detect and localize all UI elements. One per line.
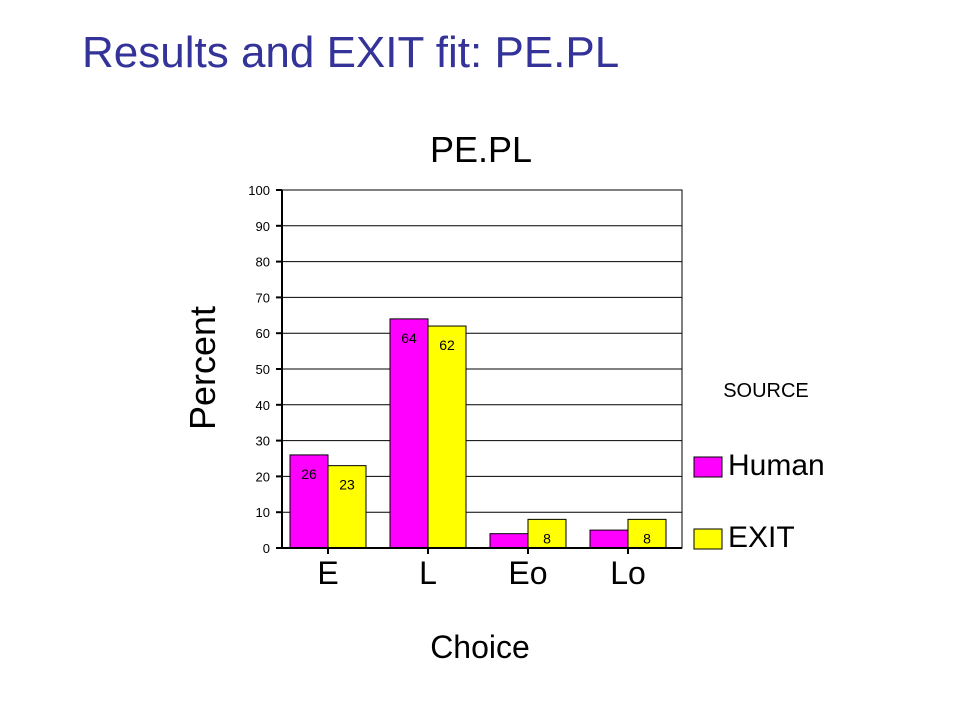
y-tick-label: 30: [256, 434, 270, 449]
y-tick-label: 70: [256, 290, 270, 305]
bar-exit-l: [427, 325, 467, 549]
legend: SOURCE Human EXIT: [693, 380, 825, 554]
legend-swatch-exit: [693, 528, 723, 550]
x-tick-label: Eo: [508, 555, 547, 591]
x-tick-label: Lo: [610, 555, 646, 591]
y-tick-label: 60: [256, 326, 270, 341]
data-label: 64: [401, 330, 417, 346]
data-label: 8: [643, 530, 651, 546]
y-tick-label: 90: [256, 219, 270, 234]
x-tick-label: L: [419, 555, 437, 591]
x-tick-label: E: [317, 555, 338, 591]
chart-title: PE.PL: [430, 129, 532, 170]
y-axis-label: Percent: [182, 306, 223, 430]
y-tick-label: 100: [248, 183, 270, 198]
data-label: 26: [301, 466, 317, 482]
data-label: 62: [439, 337, 455, 353]
y-tick-label: 10: [256, 505, 270, 520]
legend-swatch-human: [693, 456, 723, 478]
y-tick-label: 40: [256, 398, 270, 413]
x-axis-label: Choice: [430, 629, 530, 665]
legend-label-human: Human: [728, 449, 825, 482]
data-label: 8: [543, 530, 551, 546]
axes: 0 10 20 30 40 50 60 70 80 90 100 E L Eo Lo: [248, 183, 682, 591]
data-label: 23: [339, 477, 355, 493]
legend-label-exit: EXIT: [728, 521, 795, 554]
y-tick-label: 20: [256, 469, 270, 484]
bar-exit-e: [327, 465, 367, 549]
bar-human-l: [389, 318, 429, 549]
bar-human-lo: [589, 529, 629, 549]
bars: 26 23 64 62 8 8: [289, 318, 667, 549]
bar-exit-eo: [527, 518, 567, 549]
legend-title: SOURCE: [723, 380, 809, 402]
y-tick-label: 80: [256, 255, 270, 270]
slide-title: Results and EXIT fit: PE.PL: [82, 28, 620, 77]
y-tick-label: 0: [263, 541, 270, 556]
bar-human-eo: [489, 533, 529, 549]
y-tick-label: 50: [256, 362, 270, 377]
